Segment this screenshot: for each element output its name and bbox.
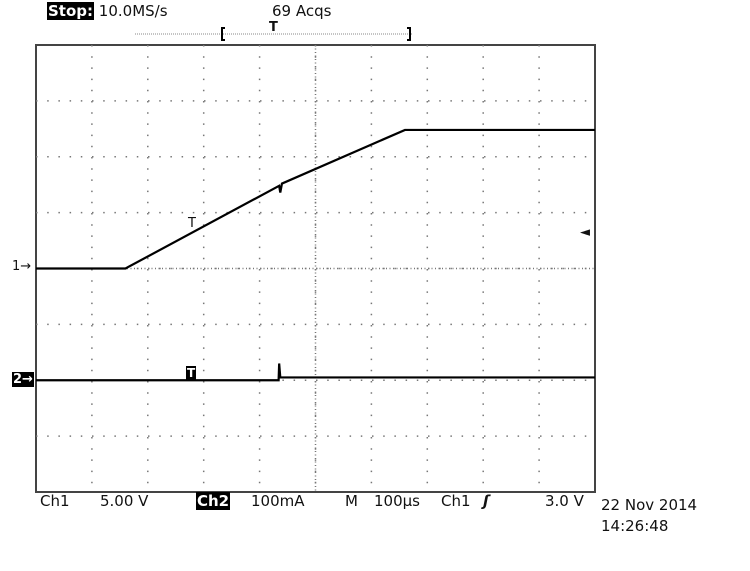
timebase-label: M bbox=[345, 492, 358, 510]
stop-status: Stop: bbox=[47, 2, 95, 20]
timebase: 100µs bbox=[374, 492, 420, 510]
date: 22 Nov 2014 bbox=[601, 496, 698, 514]
acq-count: 69 Acqs bbox=[272, 2, 332, 20]
trigger-position-marker: T bbox=[269, 20, 278, 35]
trigger-source: Ch1 bbox=[441, 492, 471, 510]
ch1-ground-marker: 1→ bbox=[12, 259, 32, 274]
ch2-label: Ch2 bbox=[196, 492, 231, 510]
status-row: Stop: 10.0MS/s bbox=[47, 2, 168, 20]
time: 14:26:48 bbox=[601, 517, 669, 535]
trigger-level-arrow-icon: ◄ bbox=[580, 225, 590, 240]
ch1-label: Ch1 bbox=[40, 492, 70, 510]
trigger-level: 3.0 V bbox=[545, 492, 584, 510]
view-bracket-left bbox=[221, 27, 225, 41]
ch1-scale: 5.00 V bbox=[100, 492, 149, 510]
ch2-ground-marker: 2→ bbox=[12, 372, 34, 387]
view-bracket-right bbox=[407, 27, 411, 41]
ch2-trigger-marker: T bbox=[186, 366, 197, 380]
traces bbox=[36, 128, 595, 382]
rising-edge-icon: ʃ bbox=[483, 492, 490, 510]
ch1-trigger-marker: T bbox=[188, 216, 196, 231]
graticule bbox=[35, 27, 596, 493]
sample-rate: 10.0MS/s bbox=[98, 2, 168, 20]
trace-ch1 bbox=[36, 128, 595, 270]
ch2-scale: 100mA bbox=[251, 492, 305, 510]
trace-ch2 bbox=[36, 363, 595, 382]
